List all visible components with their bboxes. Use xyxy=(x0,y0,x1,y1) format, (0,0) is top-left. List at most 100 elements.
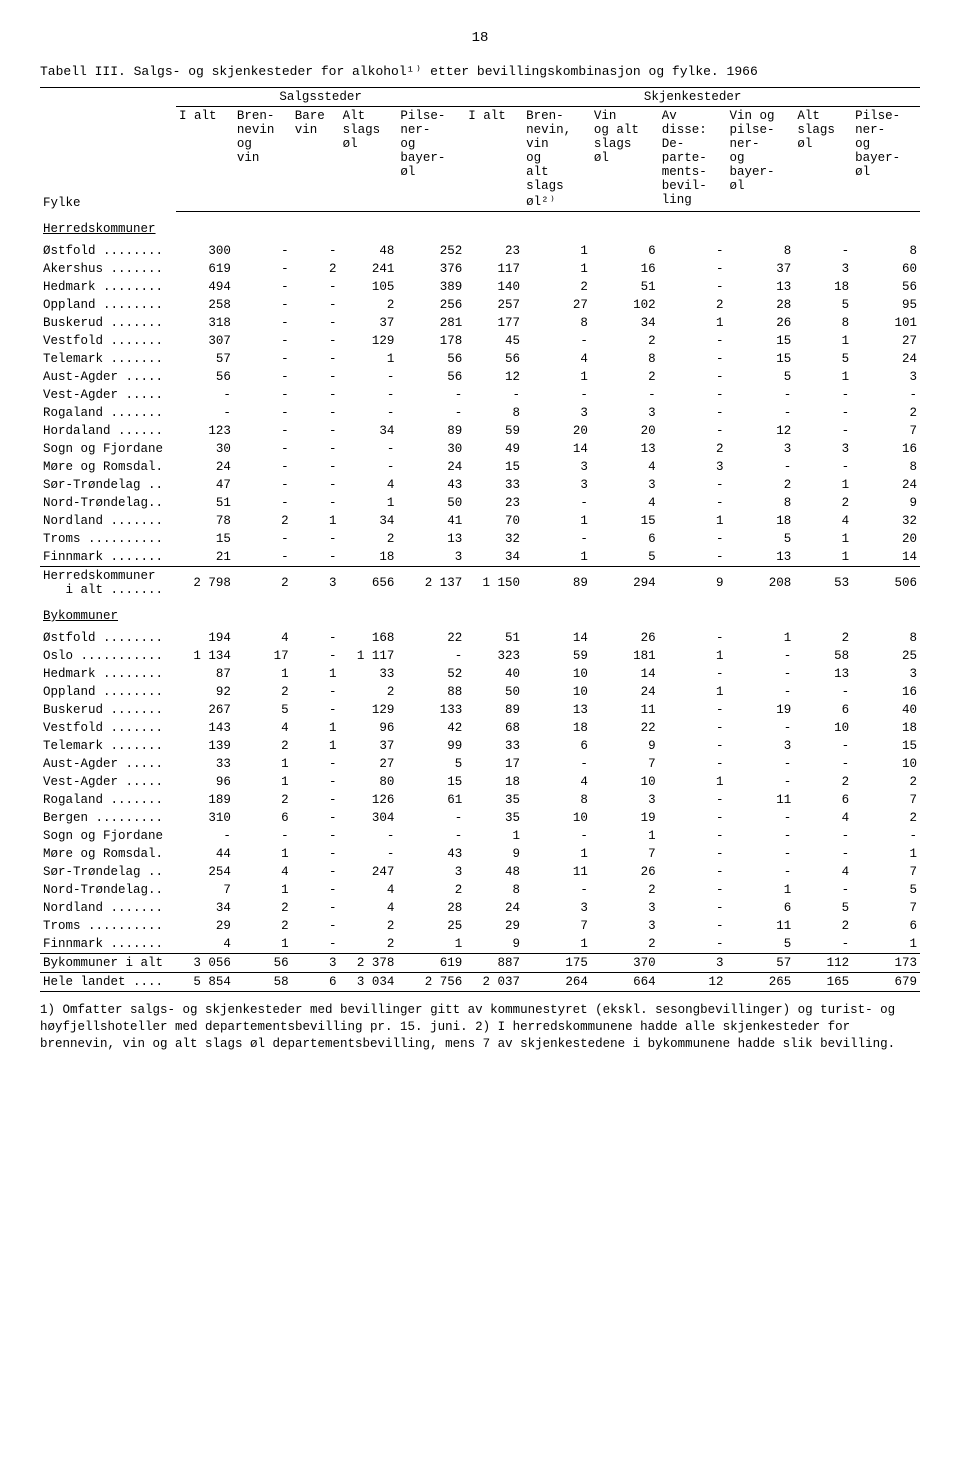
cell: - xyxy=(234,350,292,368)
table-row: Rogaland .......1892-126613583-1167 xyxy=(40,791,920,809)
cell: 2 xyxy=(234,917,292,935)
cell: 10 xyxy=(794,719,852,737)
cell: 123 xyxy=(176,422,234,440)
cell: 181 xyxy=(591,647,659,665)
cell: 3 xyxy=(292,954,340,973)
cell: 256 xyxy=(397,296,465,314)
cell: 2 xyxy=(852,404,920,422)
cell: 96 xyxy=(176,773,234,791)
cell: - xyxy=(292,368,340,386)
cell: 4 xyxy=(340,476,398,494)
cell: 3 xyxy=(591,404,659,422)
cell: 27 xyxy=(340,755,398,773)
col-k_pilsner: Pilse- ner- og bayer- øl xyxy=(852,107,920,212)
cell: 4 xyxy=(340,899,398,917)
cell: - xyxy=(292,827,340,845)
table-row: Sør-Trøndelag ..2544-2473481126--47 xyxy=(40,863,920,881)
cell: 265 xyxy=(727,973,795,992)
cell: 3 xyxy=(397,863,465,881)
cell: 2 xyxy=(340,935,398,954)
cell: 7 xyxy=(176,881,234,899)
cell: 28 xyxy=(397,899,465,917)
col-s_pilsner: Pilse- ner- og bayer- øl xyxy=(397,107,465,212)
table-row: Vestfold .......307--12917845-2-15127 xyxy=(40,332,920,350)
cell: 9 xyxy=(591,737,659,755)
cell: 2 xyxy=(340,683,398,701)
cell: 27 xyxy=(852,332,920,350)
cell: 6 xyxy=(591,242,659,260)
cell: 2 xyxy=(794,494,852,512)
cell: 89 xyxy=(465,701,523,719)
data-table: Fylke Salgssteder Skjenkesteder I altBre… xyxy=(40,87,920,992)
cell: - xyxy=(794,737,852,755)
cell: 9 xyxy=(659,567,727,600)
row-label: Vest-Agder ..... xyxy=(40,773,176,791)
cell: - xyxy=(659,242,727,260)
cell: 48 xyxy=(465,863,523,881)
cell: 20 xyxy=(591,422,659,440)
cell: 30 xyxy=(176,440,234,458)
cell: - xyxy=(794,827,852,845)
cell: 15 xyxy=(176,530,234,548)
row-label: Vestfold ....... xyxy=(40,332,176,350)
cell: 59 xyxy=(465,422,523,440)
cell: 5 xyxy=(794,899,852,917)
row-label: Hedmark ........ xyxy=(40,278,176,296)
cell: 376 xyxy=(397,260,465,278)
row-label: Finnmark ....... xyxy=(40,548,176,567)
cell: - xyxy=(292,683,340,701)
cell: - xyxy=(659,404,727,422)
cell: 17 xyxy=(465,755,523,773)
cell: 294 xyxy=(591,567,659,600)
row-label: Sør-Trøndelag .. xyxy=(40,476,176,494)
cell: 300 xyxy=(176,242,234,260)
table-row: Vest-Agder .....------------ xyxy=(40,386,920,404)
cell: 2 037 xyxy=(465,973,523,992)
table-row: Østfold ........300--482522316-8-8 xyxy=(40,242,920,260)
cell: - xyxy=(292,917,340,935)
cell: - xyxy=(727,647,795,665)
cell: 4 xyxy=(794,863,852,881)
cell: 48 xyxy=(340,242,398,260)
cell: 53 xyxy=(794,567,852,600)
cell: 9 xyxy=(465,935,523,954)
row-label: Rogaland ....... xyxy=(40,404,176,422)
cell: 143 xyxy=(176,719,234,737)
table-row: Sogn og Fjordane-----1-1---- xyxy=(40,827,920,845)
cell: - xyxy=(292,791,340,809)
cell: 13 xyxy=(794,665,852,683)
table-row: Nordland .......7821344170115118432 xyxy=(40,512,920,530)
cell: 370 xyxy=(591,954,659,973)
cell: 8 xyxy=(465,404,523,422)
cell: 1 xyxy=(523,242,591,260)
cell: - xyxy=(340,458,398,476)
cell: 37 xyxy=(340,314,398,332)
cell: 7 xyxy=(852,863,920,881)
cell: 4 xyxy=(523,350,591,368)
row-label: Østfold ........ xyxy=(40,629,176,647)
cell: 1 xyxy=(659,512,727,530)
cell: 2 xyxy=(523,278,591,296)
cell: 99 xyxy=(397,737,465,755)
cell: 56 xyxy=(234,954,292,973)
cell: 14 xyxy=(591,665,659,683)
cell: 44 xyxy=(176,845,234,863)
cell: 247 xyxy=(340,863,398,881)
cell: - xyxy=(794,935,852,954)
cell: - xyxy=(794,683,852,701)
cell: - xyxy=(659,386,727,404)
cell: - xyxy=(234,368,292,386)
cell: - xyxy=(176,404,234,422)
cell: 8 xyxy=(794,314,852,332)
cell: - xyxy=(794,404,852,422)
cell: 619 xyxy=(176,260,234,278)
cell: - xyxy=(727,665,795,683)
cell: - xyxy=(659,548,727,567)
cell: 7 xyxy=(852,791,920,809)
cell: 6 xyxy=(523,737,591,755)
cell: 1 xyxy=(523,368,591,386)
cell: 20 xyxy=(523,422,591,440)
cell: 194 xyxy=(176,629,234,647)
cell: 92 xyxy=(176,683,234,701)
cell: 80 xyxy=(340,773,398,791)
